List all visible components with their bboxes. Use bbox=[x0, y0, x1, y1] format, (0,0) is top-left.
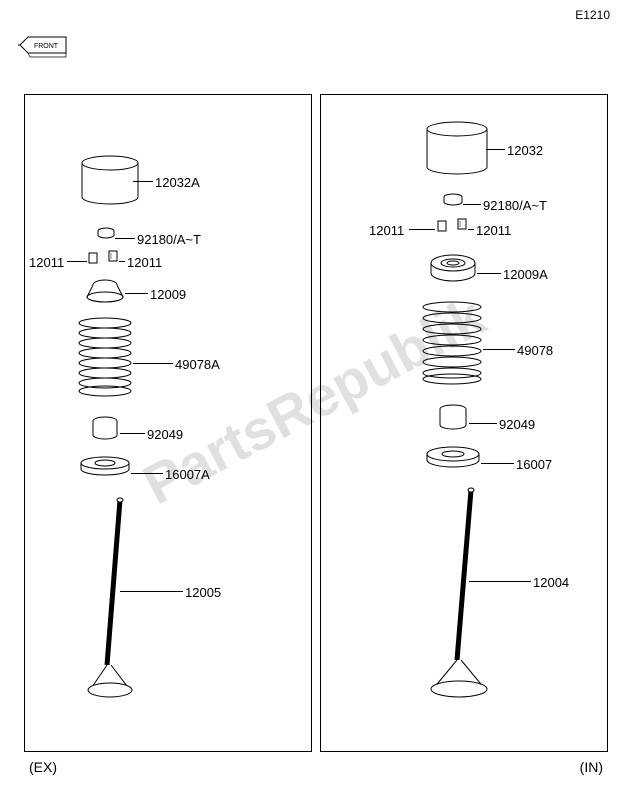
label-16007a: 16007A bbox=[165, 467, 210, 482]
leader bbox=[463, 204, 481, 205]
front-badge: FRONT bbox=[18, 35, 68, 60]
keeper-icon bbox=[456, 217, 468, 231]
valve-ex-icon bbox=[85, 495, 145, 705]
leader bbox=[115, 238, 135, 239]
leader bbox=[120, 591, 183, 592]
label-12011-left: 12011 bbox=[29, 255, 64, 270]
keeper-icon bbox=[107, 249, 119, 263]
label-12004: 12004 bbox=[533, 575, 569, 590]
label-92049: 92049 bbox=[147, 427, 183, 442]
tappet-icon bbox=[80, 155, 140, 205]
leader bbox=[477, 273, 501, 274]
header-code: E1210 bbox=[575, 8, 610, 22]
label-12032: 12032 bbox=[507, 143, 543, 158]
seal-icon bbox=[437, 403, 469, 431]
label-92049: 92049 bbox=[499, 417, 535, 432]
label-49078: 49078 bbox=[517, 343, 553, 358]
label-92180: 92180/A~T bbox=[483, 198, 547, 213]
svg-text:FRONT: FRONT bbox=[34, 43, 59, 50]
seat-icon bbox=[79, 455, 131, 477]
leader bbox=[483, 349, 515, 350]
leader bbox=[67, 261, 87, 262]
label-12011-right: 12011 bbox=[476, 223, 511, 238]
leader bbox=[133, 363, 173, 364]
spring-icon bbox=[77, 317, 133, 397]
valve-in-icon bbox=[429, 485, 499, 705]
label-92180: 92180/A~T bbox=[137, 232, 201, 247]
leader bbox=[120, 433, 145, 434]
panel-ex-label: (EX) bbox=[29, 759, 57, 775]
leader bbox=[469, 581, 531, 582]
keeper-icon bbox=[87, 251, 99, 265]
retainer-icon bbox=[427, 251, 479, 283]
panel-in-label: (IN) bbox=[580, 759, 603, 775]
tappet-icon bbox=[425, 121, 489, 175]
leader bbox=[469, 423, 497, 424]
shim-icon bbox=[443, 193, 463, 206]
label-12009a: 12009A bbox=[503, 267, 548, 282]
retainer-icon bbox=[83, 277, 127, 305]
leader bbox=[125, 293, 148, 294]
label-12005: 12005 bbox=[185, 585, 221, 600]
leader bbox=[486, 149, 505, 150]
panel-in: (IN) 12032 92180/A~T 12011 12011 12009A bbox=[320, 94, 608, 752]
label-12011-left: 12011 bbox=[369, 223, 404, 238]
leader bbox=[133, 181, 153, 182]
keeper-icon bbox=[436, 219, 448, 233]
label-12009: 12009 bbox=[150, 287, 186, 302]
panel-ex: (EX) 12032A 92180/A~T 12011 12011 12009 bbox=[24, 94, 312, 752]
label-12032a: 12032A bbox=[155, 175, 200, 190]
leader bbox=[481, 463, 514, 464]
leader bbox=[119, 261, 125, 262]
seal-icon bbox=[90, 415, 120, 441]
label-16007: 16007 bbox=[516, 457, 552, 472]
label-12011-right: 12011 bbox=[127, 255, 162, 270]
label-49078a: 49078A bbox=[175, 357, 220, 372]
seat-icon bbox=[425, 445, 481, 469]
leader bbox=[409, 229, 435, 230]
leader bbox=[131, 473, 163, 474]
spring-icon bbox=[421, 301, 483, 385]
leader bbox=[468, 229, 474, 230]
shim-icon bbox=[97, 227, 115, 239]
